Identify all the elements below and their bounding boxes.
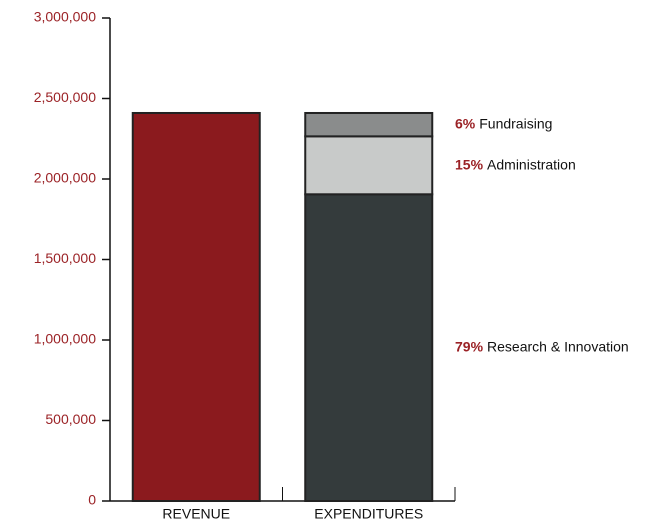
y-tick-label: 3,000,000 xyxy=(34,9,96,25)
bar-segment xyxy=(131,111,261,503)
segment-percent: 15% xyxy=(455,156,484,172)
segment-label: 79% Research & Innovation xyxy=(455,338,629,354)
segment-percent: 6% xyxy=(455,115,476,131)
bar-segment xyxy=(304,111,434,138)
segment-percent: 79% xyxy=(455,338,484,354)
x-tick-label: REVENUE xyxy=(162,506,230,522)
y-tick-label: 500,000 xyxy=(45,411,96,427)
bar-segment xyxy=(304,193,434,502)
y-tick-label: 1,000,000 xyxy=(34,331,96,347)
y-tick-label: 0 xyxy=(88,492,96,508)
segment-name: Administration xyxy=(487,156,576,172)
segment-label: 15% Administration xyxy=(455,156,576,172)
y-tick-label: 2,000,000 xyxy=(34,170,96,186)
bar-segment xyxy=(304,135,434,196)
y-tick-label: 2,500,000 xyxy=(34,89,96,105)
segment-label: 6% Fundraising xyxy=(455,115,552,131)
y-tick-label: 1,500,000 xyxy=(34,250,96,266)
x-tick-label: EXPENDITURES xyxy=(314,506,423,522)
segment-name: Fundraising xyxy=(479,115,552,131)
segment-name: Research & Innovation xyxy=(487,338,629,354)
